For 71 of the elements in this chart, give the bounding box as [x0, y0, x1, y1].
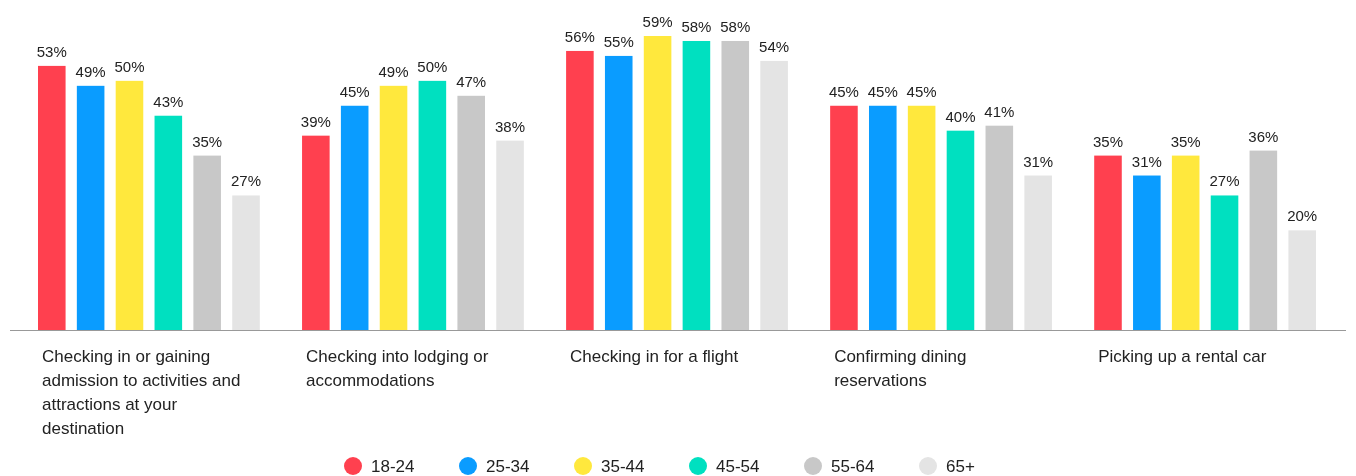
data-label: 45% [339, 82, 370, 100]
bar [1210, 195, 1239, 330]
data-label: 27% [231, 172, 262, 190]
x-tick-label: Checking into lodging or accommodations [306, 347, 489, 390]
bar [115, 80, 144, 330]
bar [496, 140, 524, 330]
data-label: 49% [378, 62, 409, 80]
bar [1249, 150, 1278, 330]
bar [340, 105, 369, 330]
bar [1094, 155, 1122, 330]
data-label: 40% [945, 107, 976, 125]
bar [302, 135, 330, 330]
bar [1133, 175, 1161, 330]
legend-label: 45-54 [716, 457, 760, 476]
bar [643, 36, 672, 330]
bar [721, 40, 750, 330]
bar [418, 80, 447, 330]
x-tick-label: Checking in for a flight [570, 347, 739, 366]
data-label: 43% [153, 92, 184, 110]
bar [907, 105, 936, 330]
data-label: 45% [867, 82, 898, 100]
legend-label: 25-34 [486, 457, 530, 476]
bar [457, 95, 486, 330]
legend-label: 65+ [946, 457, 975, 476]
data-label: 49% [75, 62, 106, 80]
bar [193, 155, 221, 330]
data-label: 47% [456, 72, 487, 90]
x-tick-label: Picking up a rental car [1098, 347, 1267, 366]
legend-label: 55-64 [831, 457, 875, 476]
bar [1288, 230, 1316, 330]
legend-label: 35-44 [601, 457, 645, 476]
data-label: 41% [984, 102, 1015, 120]
bar [232, 195, 260, 330]
data-label: 39% [300, 112, 331, 130]
data-label: 59% [642, 13, 673, 30]
data-label: 54% [759, 37, 790, 55]
bar [682, 40, 711, 330]
data-label: 35% [1170, 132, 1201, 150]
data-label: 31% [1131, 152, 1162, 170]
data-label: 50% [114, 57, 145, 75]
bar [154, 115, 183, 330]
data-label: 53% [36, 42, 67, 60]
data-label: 35% [192, 132, 223, 150]
data-label: 58% [681, 17, 712, 35]
data-label: 45% [828, 82, 859, 100]
data-label: 35% [1092, 132, 1123, 150]
bar [946, 130, 975, 330]
data-label: 38% [495, 117, 526, 135]
data-label: 36% [1248, 127, 1279, 145]
data-label: 58% [720, 17, 751, 35]
data-label: 27% [1209, 172, 1240, 190]
bar [379, 85, 408, 330]
x-tick-label: Checking in or gaining admission to activities and attractions at your destination [42, 347, 241, 438]
bar [1024, 175, 1052, 330]
data-label: 45% [906, 82, 937, 100]
data-label: 31% [1023, 152, 1054, 170]
data-label: 50% [417, 57, 448, 75]
data-label: 20% [1287, 207, 1318, 225]
bar [868, 105, 897, 330]
bar [76, 85, 105, 330]
bar [38, 65, 66, 330]
bar [1171, 155, 1200, 330]
bar [566, 50, 594, 330]
bar [985, 125, 1014, 330]
x-tick-label: Confirming dining reservations [834, 347, 967, 390]
data-label: 56% [564, 27, 595, 45]
bar [604, 55, 633, 330]
legend-label: 18-24 [371, 457, 415, 476]
bar [830, 105, 858, 330]
data-label: 55% [603, 32, 634, 50]
bar [760, 60, 788, 330]
